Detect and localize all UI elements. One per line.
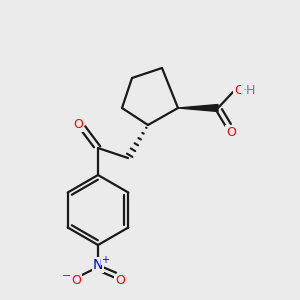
Text: O: O xyxy=(71,274,81,287)
Text: N: N xyxy=(93,258,103,272)
Text: ·H: ·H xyxy=(242,83,256,97)
Polygon shape xyxy=(178,104,218,112)
Text: O: O xyxy=(115,274,125,287)
Text: O: O xyxy=(234,83,244,97)
Text: O: O xyxy=(73,118,83,130)
Text: +: + xyxy=(101,255,109,265)
Text: O: O xyxy=(226,125,236,139)
Text: −: − xyxy=(62,271,72,281)
